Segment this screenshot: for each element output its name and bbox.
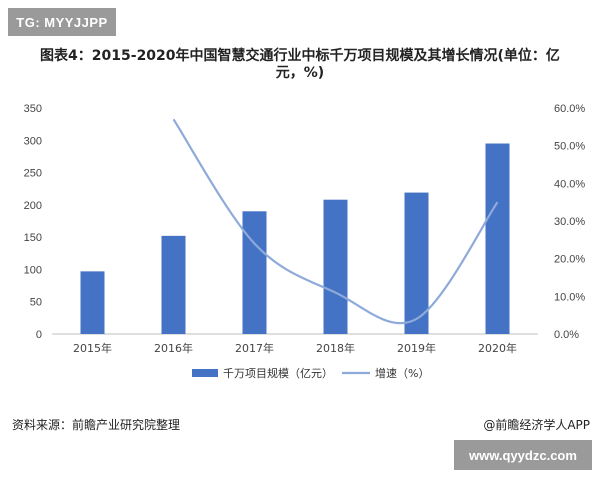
y-right-tick-label: 10.0% bbox=[554, 291, 585, 303]
y-left-tick-label: 0 bbox=[36, 329, 42, 341]
chart-title: 图表4：2015-2020年中国智慧交通行业中标千万项目规模及其增长情况(单位：… bbox=[10, 48, 590, 82]
y-right-tick-label: 20.0% bbox=[554, 254, 585, 266]
bar bbox=[161, 235, 186, 334]
source-note: 资料来源：前瞻产业研究院整理 bbox=[12, 418, 181, 432]
x-tick-label: 2016年 bbox=[154, 341, 193, 355]
y-left-tick-label: 150 bbox=[24, 232, 42, 244]
x-tick-label: 2019年 bbox=[397, 341, 436, 355]
y-right-tick-label: 30.0% bbox=[554, 216, 585, 228]
legend-line-label: 增速（%） bbox=[375, 366, 429, 380]
x-tick-label: 2017年 bbox=[235, 341, 274, 355]
y-left-tick-label: 350 bbox=[24, 103, 42, 115]
y-left-tick-label: 300 bbox=[24, 135, 42, 147]
bar bbox=[485, 143, 510, 334]
bar bbox=[242, 211, 267, 334]
x-tick-label: 2018年 bbox=[316, 341, 355, 355]
chart-title-line2: 元，%) bbox=[275, 65, 325, 81]
x-tick-label: 2020年 bbox=[478, 341, 517, 355]
x-tick-label: 2015年 bbox=[73, 341, 112, 355]
legend-bar-swatch bbox=[192, 369, 218, 377]
bar bbox=[80, 271, 105, 334]
y-left-tick-label: 100 bbox=[24, 264, 42, 276]
y-right-tick-label: 60.0% bbox=[554, 103, 585, 115]
brand-note: @前瞻经济学人APP bbox=[483, 418, 590, 432]
legend-bar-label: 千万项目规模（亿元） bbox=[223, 366, 333, 380]
y-right-tick-label: 40.0% bbox=[554, 178, 585, 190]
bar bbox=[404, 192, 429, 334]
y-right-tick-label: 0.0% bbox=[554, 329, 579, 341]
top-left-tag: TG: MYYJJPP bbox=[8, 8, 116, 36]
site-watermark-box: www.qyydzc.com bbox=[454, 440, 592, 470]
growth-line bbox=[172, 118, 499, 325]
bar bbox=[323, 199, 348, 334]
y-left-tick-label: 250 bbox=[24, 168, 42, 180]
chart-title-line1: 图表4：2015-2020年中国智慧交通行业中标千万项目规模及其增长情况(单位：… bbox=[40, 48, 560, 64]
y-left-tick-label: 200 bbox=[24, 200, 42, 212]
y-right-tick-label: 50.0% bbox=[554, 141, 585, 153]
y-left-tick-label: 50 bbox=[30, 297, 42, 309]
